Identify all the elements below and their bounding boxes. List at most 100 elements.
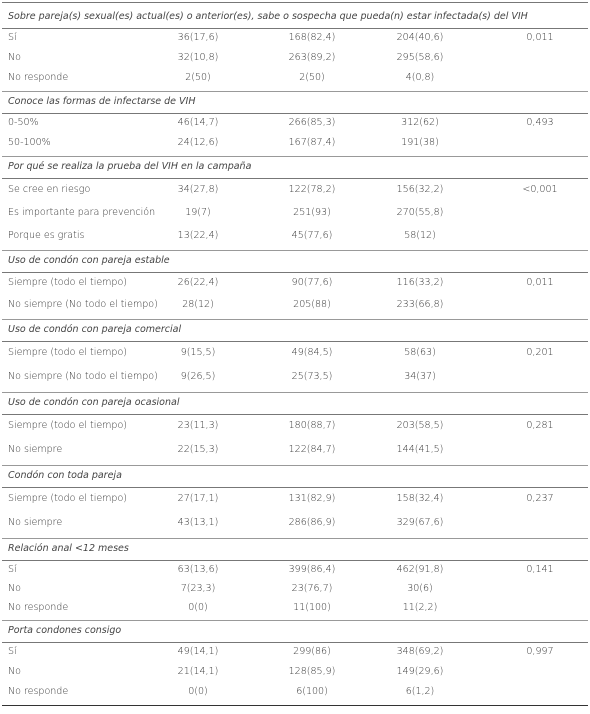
cell-value: 21(14,1) <box>177 666 219 677</box>
cell-value: 6(100) <box>296 686 328 697</box>
cell-value: 34(27,8) <box>177 183 219 195</box>
cell-value: 28(12) <box>182 299 214 310</box>
section-title: Por qué se realiza la prueba del VIH en … <box>8 161 252 172</box>
section-title: Conoce las formas de infectarse de VIH <box>8 96 196 107</box>
cell-value: 116(33,2) <box>396 277 444 288</box>
cell-value: 11(100) <box>293 601 331 613</box>
cell-value: 144(41,5) <box>396 444 444 455</box>
header-rule <box>2 341 588 342</box>
p-value: <0,001 <box>522 183 558 195</box>
cell-value: 0(0) <box>188 601 208 613</box>
cell-value: 13(22,4) <box>177 229 219 241</box>
cell-value: 25(73,5) <box>291 371 333 382</box>
section-title: Sobre pareja(s) sexual(es) actual(es) o … <box>8 11 528 22</box>
row-label: Se cree en riesgo <box>8 183 91 195</box>
cell-value: 348(69,2) <box>396 646 444 657</box>
section-rule <box>2 319 588 320</box>
cell-value: 462(91,8) <box>396 563 444 575</box>
row-label: No <box>8 582 21 594</box>
row-label: No <box>8 52 21 63</box>
cell-value: 329(67,6) <box>396 517 444 528</box>
cell-value: 19(7) <box>185 206 211 218</box>
row-label: No responde <box>8 686 69 697</box>
cell-value: 156(32,2) <box>396 183 444 195</box>
cell-value: 295(58,6) <box>396 52 444 63</box>
section-rule <box>2 705 588 706</box>
row-label: Siempre (todo el tiempo) <box>8 420 127 431</box>
p-value: 0,281 <box>526 420 554 431</box>
cell-value: 128(85,9) <box>288 666 336 677</box>
row-label: Sí <box>8 32 17 43</box>
cell-value: 2(50) <box>185 72 211 83</box>
cell-value: 9(26,5) <box>180 371 216 382</box>
cell-value: 191(38) <box>401 137 439 148</box>
section-rule <box>2 156 588 157</box>
row-label: Siempre (todo el tiempo) <box>8 347 127 358</box>
p-value: 0,201 <box>526 347 554 358</box>
cell-value: 205(88) <box>293 299 331 310</box>
row-label: No <box>8 666 21 677</box>
cell-value: 204(40,6) <box>396 32 444 43</box>
cell-value: 4(0,8) <box>405 72 435 83</box>
cell-value: 22(15,3) <box>177 444 219 455</box>
p-value: 0,997 <box>526 646 554 657</box>
cell-value: 36(17,6) <box>177 32 219 43</box>
row-label: Es importante para prevención <box>8 206 156 218</box>
cell-value: 32(10,8) <box>177 52 219 63</box>
cell-value: 149(29,6) <box>396 666 444 677</box>
row-label: No siempre <box>8 517 63 528</box>
header-rule <box>2 414 588 415</box>
cell-value: 9(15,5) <box>180 347 216 358</box>
section-rule <box>2 392 588 393</box>
cell-value: 7(23,3) <box>180 582 216 594</box>
header-rule <box>2 28 588 29</box>
cell-value: 43(13,1) <box>177 517 219 528</box>
section-rule <box>2 538 588 539</box>
cell-value: 46(14,7) <box>177 117 219 128</box>
cell-value: 58(63) <box>404 347 436 358</box>
header-rule <box>2 560 588 561</box>
row-label: No siempre (No todo el tiempo) <box>8 299 158 310</box>
cell-value: 34(37) <box>404 371 436 382</box>
header-rule <box>2 113 588 114</box>
cell-value: 312(62) <box>401 117 439 128</box>
cell-value: 24(12,6) <box>177 137 219 148</box>
section-title: Uso de condón con pareja ocasional <box>8 397 180 408</box>
cell-value: 167(87,4) <box>288 137 336 148</box>
cell-value: 251(93) <box>293 206 331 218</box>
p-value: 0,011 <box>526 32 554 43</box>
p-value: 0,011 <box>526 277 554 288</box>
row-label: No responde <box>8 72 69 83</box>
top-rule <box>2 2 588 3</box>
row-label: No responde <box>8 601 69 613</box>
section-title: Uso de condón con pareja estable <box>8 255 170 266</box>
cell-value: 27(17,1) <box>177 493 219 504</box>
cell-value: 266(85,3) <box>288 117 336 128</box>
cell-value: 399(86,4) <box>288 563 336 575</box>
p-value: 0,237 <box>526 493 554 504</box>
cell-value: 299(86) <box>293 646 331 657</box>
cell-value: 168(82,4) <box>288 32 336 43</box>
row-label: 0-50% <box>8 117 39 128</box>
row-label: No siempre (No todo el tiempo) <box>8 371 158 382</box>
section-rule <box>2 465 588 466</box>
header-rule <box>2 642 588 643</box>
section-rule <box>2 91 588 92</box>
cell-value: 90(77,6) <box>291 277 333 288</box>
cell-value: 23(11,3) <box>177 420 219 431</box>
cell-value: 49(14,1) <box>177 646 219 657</box>
row-label: Sí <box>8 646 17 657</box>
header-rule <box>2 487 588 488</box>
row-label: Siempre (todo el tiempo) <box>8 493 127 504</box>
header-rule <box>2 272 588 273</box>
cell-value: 49(84,5) <box>291 347 333 358</box>
cell-value: 233(66,8) <box>396 299 444 310</box>
cell-value: 203(58,5) <box>396 420 444 431</box>
cell-value: 11(2,2) <box>402 601 438 613</box>
row-label: Sí <box>8 563 17 575</box>
cell-value: 45(77,6) <box>291 229 333 241</box>
section-title: Condón con toda pareja <box>8 470 122 481</box>
section-title: Porta condones consigo <box>8 625 122 636</box>
cell-value: 286(86,9) <box>288 517 336 528</box>
